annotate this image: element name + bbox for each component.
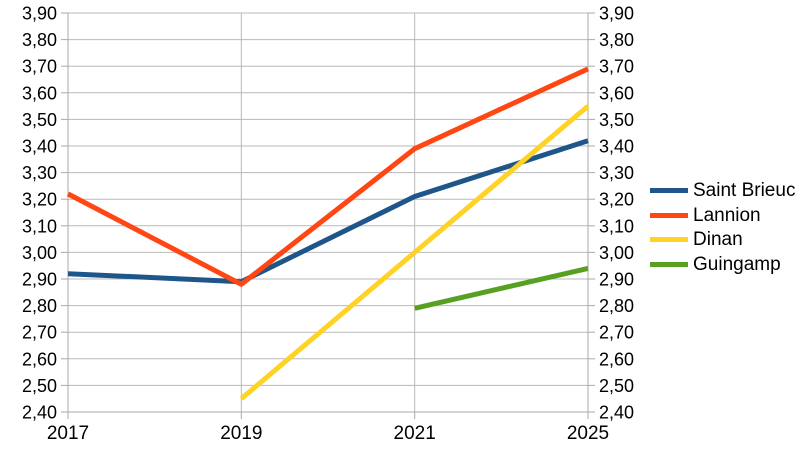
y-axis-label-right: 3,60 [599,83,634,103]
series-line-lannion [66,66,590,287]
legend-item-dinan: Dinan [650,227,795,252]
y-axis-label-left: 3,40 [22,137,57,157]
axes-and-ticks [61,12,595,419]
y-axis-label-left: 3,70 [22,57,57,77]
series-lines [66,66,590,401]
y-axis-label-left: 2,70 [22,323,57,343]
x-axis-label: 2025 [567,423,609,444]
x-axis-label: 2017 [47,423,89,444]
y-axis-label-left: 3,60 [22,83,57,103]
legend-line-swatch-icon [650,187,688,193]
y-axis-label-right: 3,20 [599,190,634,210]
series-line-guingamp [414,265,589,311]
y-axis-label-right: 2,70 [599,323,634,343]
series-line-dinan [239,104,590,401]
y-axis-label-right: 3,70 [599,57,634,77]
legend-item-guingamp: Guingamp [650,252,795,277]
y-axis-label-left: 3,20 [22,190,57,210]
y-axis-label-right: 3,50 [599,110,634,130]
legend-label: Guingamp [693,253,781,275]
gridlines [68,12,588,412]
chart-legend: Saint Brieuc Lannion Dinan Guingamp [650,178,795,277]
legend-item-lannion: Lannion [650,203,795,228]
y-axis-label-left: 3,00 [22,243,57,263]
x-axis-label: 2021 [394,423,436,444]
legend-label: Saint Brieuc [693,179,796,201]
y-axis-label-left: 3,10 [22,216,57,236]
legend-label: Lannion [693,204,761,226]
y-axis-label-left: 2,50 [22,376,57,396]
y-axis-label-left: 3,80 [22,30,57,50]
y-axis-label-right: 2,60 [599,349,634,369]
y-axis-label-right: 3,90 [599,4,634,24]
y-axis-label-right: 2,90 [599,270,634,290]
axis-labels: 2,40 2,40 2,50 2,50 2,60 2,60 2,70 2,70 2,80 2,80… [22,4,634,445]
y-axis-label-left: 2,40 [22,403,57,423]
y-axis-label-right: 2,40 [599,403,634,423]
y-axis-label-left: 2,60 [22,349,57,369]
y-axis-label-right: 3,30 [599,163,634,183]
x-axis-label: 2019 [220,423,262,444]
y-axis-label-right: 3,40 [599,137,634,157]
y-axis-label-right: 2,50 [599,376,634,396]
y-axis-label-left: 2,80 [22,296,57,316]
legend-line-swatch-icon [650,237,688,243]
y-axis-label-left: 3,50 [22,110,57,130]
y-axis-label-left: 3,30 [22,163,57,183]
y-axis-label-left: 2,90 [22,270,57,290]
y-axis-label-left: 3,90 [22,4,57,24]
legend-item-saint-brieuc: Saint Brieuc [650,178,795,203]
series-line-saint-brieuc [67,138,589,285]
legend-line-swatch-icon [650,261,688,267]
y-axis-label-right: 2,80 [599,296,634,316]
y-axis-label-right: 3,00 [599,243,634,263]
legend-label: Dinan [693,229,743,251]
y-axis-label-right: 3,10 [599,216,634,236]
y-axis-label-right: 3,80 [599,30,634,50]
legend-line-swatch-icon [650,212,688,218]
